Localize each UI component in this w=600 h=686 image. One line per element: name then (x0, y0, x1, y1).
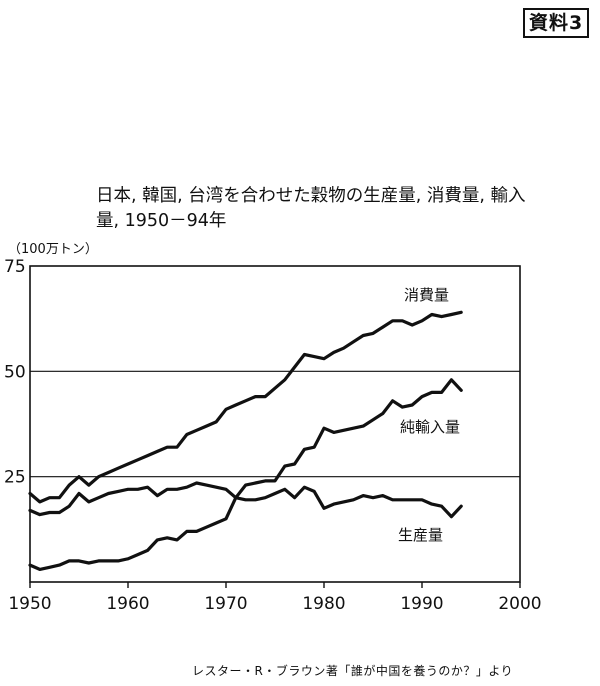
plot-frame (29, 265, 521, 583)
chart-title: 日本, 韓国, 台湾を合わせた穀物の生産量, 消費量, 輸入量, 1950－94… (96, 186, 526, 231)
series-line-net-imports (28, 378, 463, 572)
series-line-consumption (28, 310, 463, 504)
y-tick-label-25: 25 (4, 468, 26, 488)
y-tick-label-50: 50 (4, 362, 26, 382)
document-badge: 資料3 (523, 8, 590, 38)
x-tick-label-1950: 1950 (8, 594, 51, 614)
series-label-production: 生産量 (398, 526, 443, 544)
x-tick-label-1990: 1990 (400, 594, 443, 614)
y-axis-unit-label: （100万トン） (8, 242, 98, 257)
x-tick-label-2000: 2000 (498, 594, 541, 614)
source-credit: レスター・R・ブラウン著「誰が中国を養うのか？」より (192, 664, 514, 678)
x-tick-label-1960: 1960 (106, 594, 149, 614)
x-tick-label-1980: 1980 (302, 594, 345, 614)
y-tick-label-75: 75 (4, 257, 26, 277)
series-line-production (28, 481, 463, 519)
series-label-consumption: 消費量 (404, 286, 449, 304)
x-tick-label-1970: 1970 (204, 594, 247, 614)
series-label-net-imports: 純輸入量 (400, 418, 460, 436)
